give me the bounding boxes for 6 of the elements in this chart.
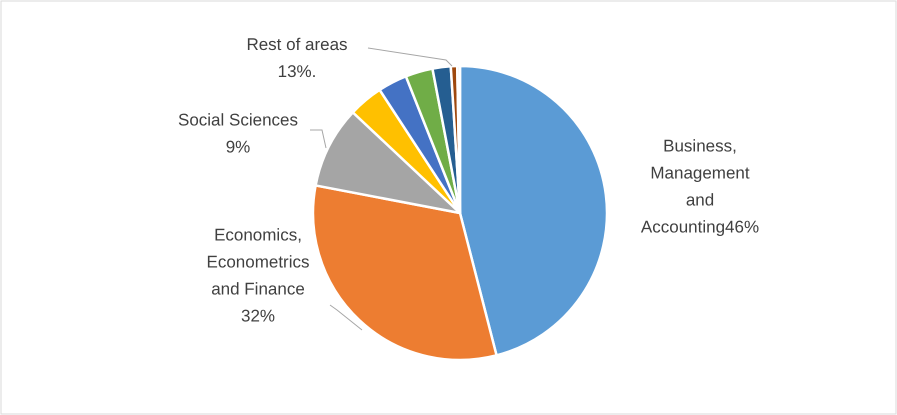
slice-label: Social Sciences <box>178 110 298 130</box>
slice-label: Economics, Econometrics and Finance <box>206 225 310 298</box>
data-label: 32% <box>240 306 276 326</box>
text: Rest of areas 13%. <box>246 34 348 81</box>
data-label: 9% <box>226 137 250 156</box>
slice-label: Business, Management and Accounting46% <box>640 136 760 236</box>
